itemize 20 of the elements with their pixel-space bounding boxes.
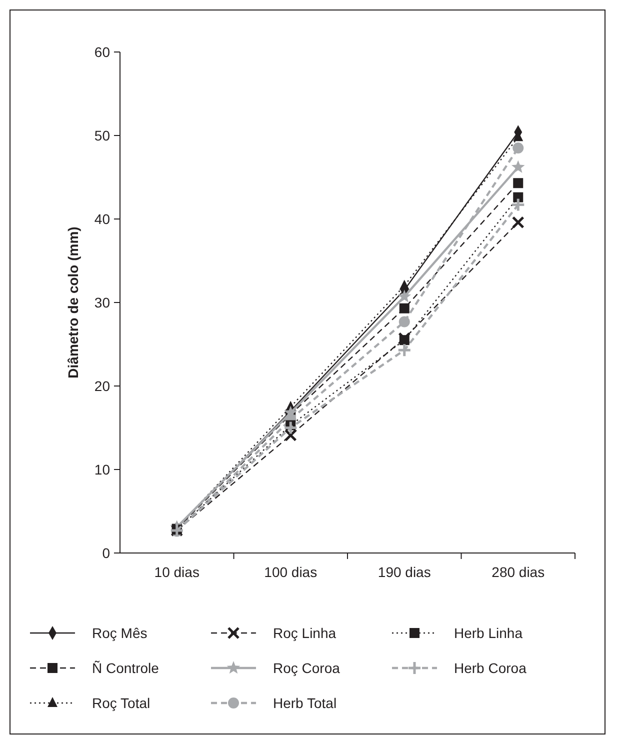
y-axis-title: Diâmetro de colo (mm): [65, 226, 81, 378]
legend-label: Herb Coroa: [454, 660, 527, 676]
y-tick-label: 0: [102, 544, 110, 561]
legend-label: Ñ Controle: [92, 660, 160, 676]
y-tick-label: 50: [94, 127, 110, 144]
x-tick-label: 190 dias: [378, 564, 431, 580]
y-tick-label: 30: [94, 294, 110, 310]
legend-label: Roç Linha: [273, 624, 336, 641]
y-tick-label: 10: [94, 461, 110, 478]
y-tick-label: 60: [94, 44, 110, 60]
x-tick-label: 10 dias: [154, 564, 200, 580]
legend-label: Herb Total: [273, 694, 337, 711]
y-tick-label: 20: [94, 378, 110, 394]
legend-label: Roç Coroa: [273, 660, 340, 676]
y-tick-label: 40: [94, 210, 110, 227]
legend-label: Herb Linha: [454, 624, 523, 641]
legend-label: Roç Mês: [92, 624, 148, 641]
x-tick-label: 100 dias: [264, 564, 318, 580]
legend-label: Roç Total: [92, 694, 150, 711]
x-tick-label: 280 dias: [492, 564, 545, 580]
